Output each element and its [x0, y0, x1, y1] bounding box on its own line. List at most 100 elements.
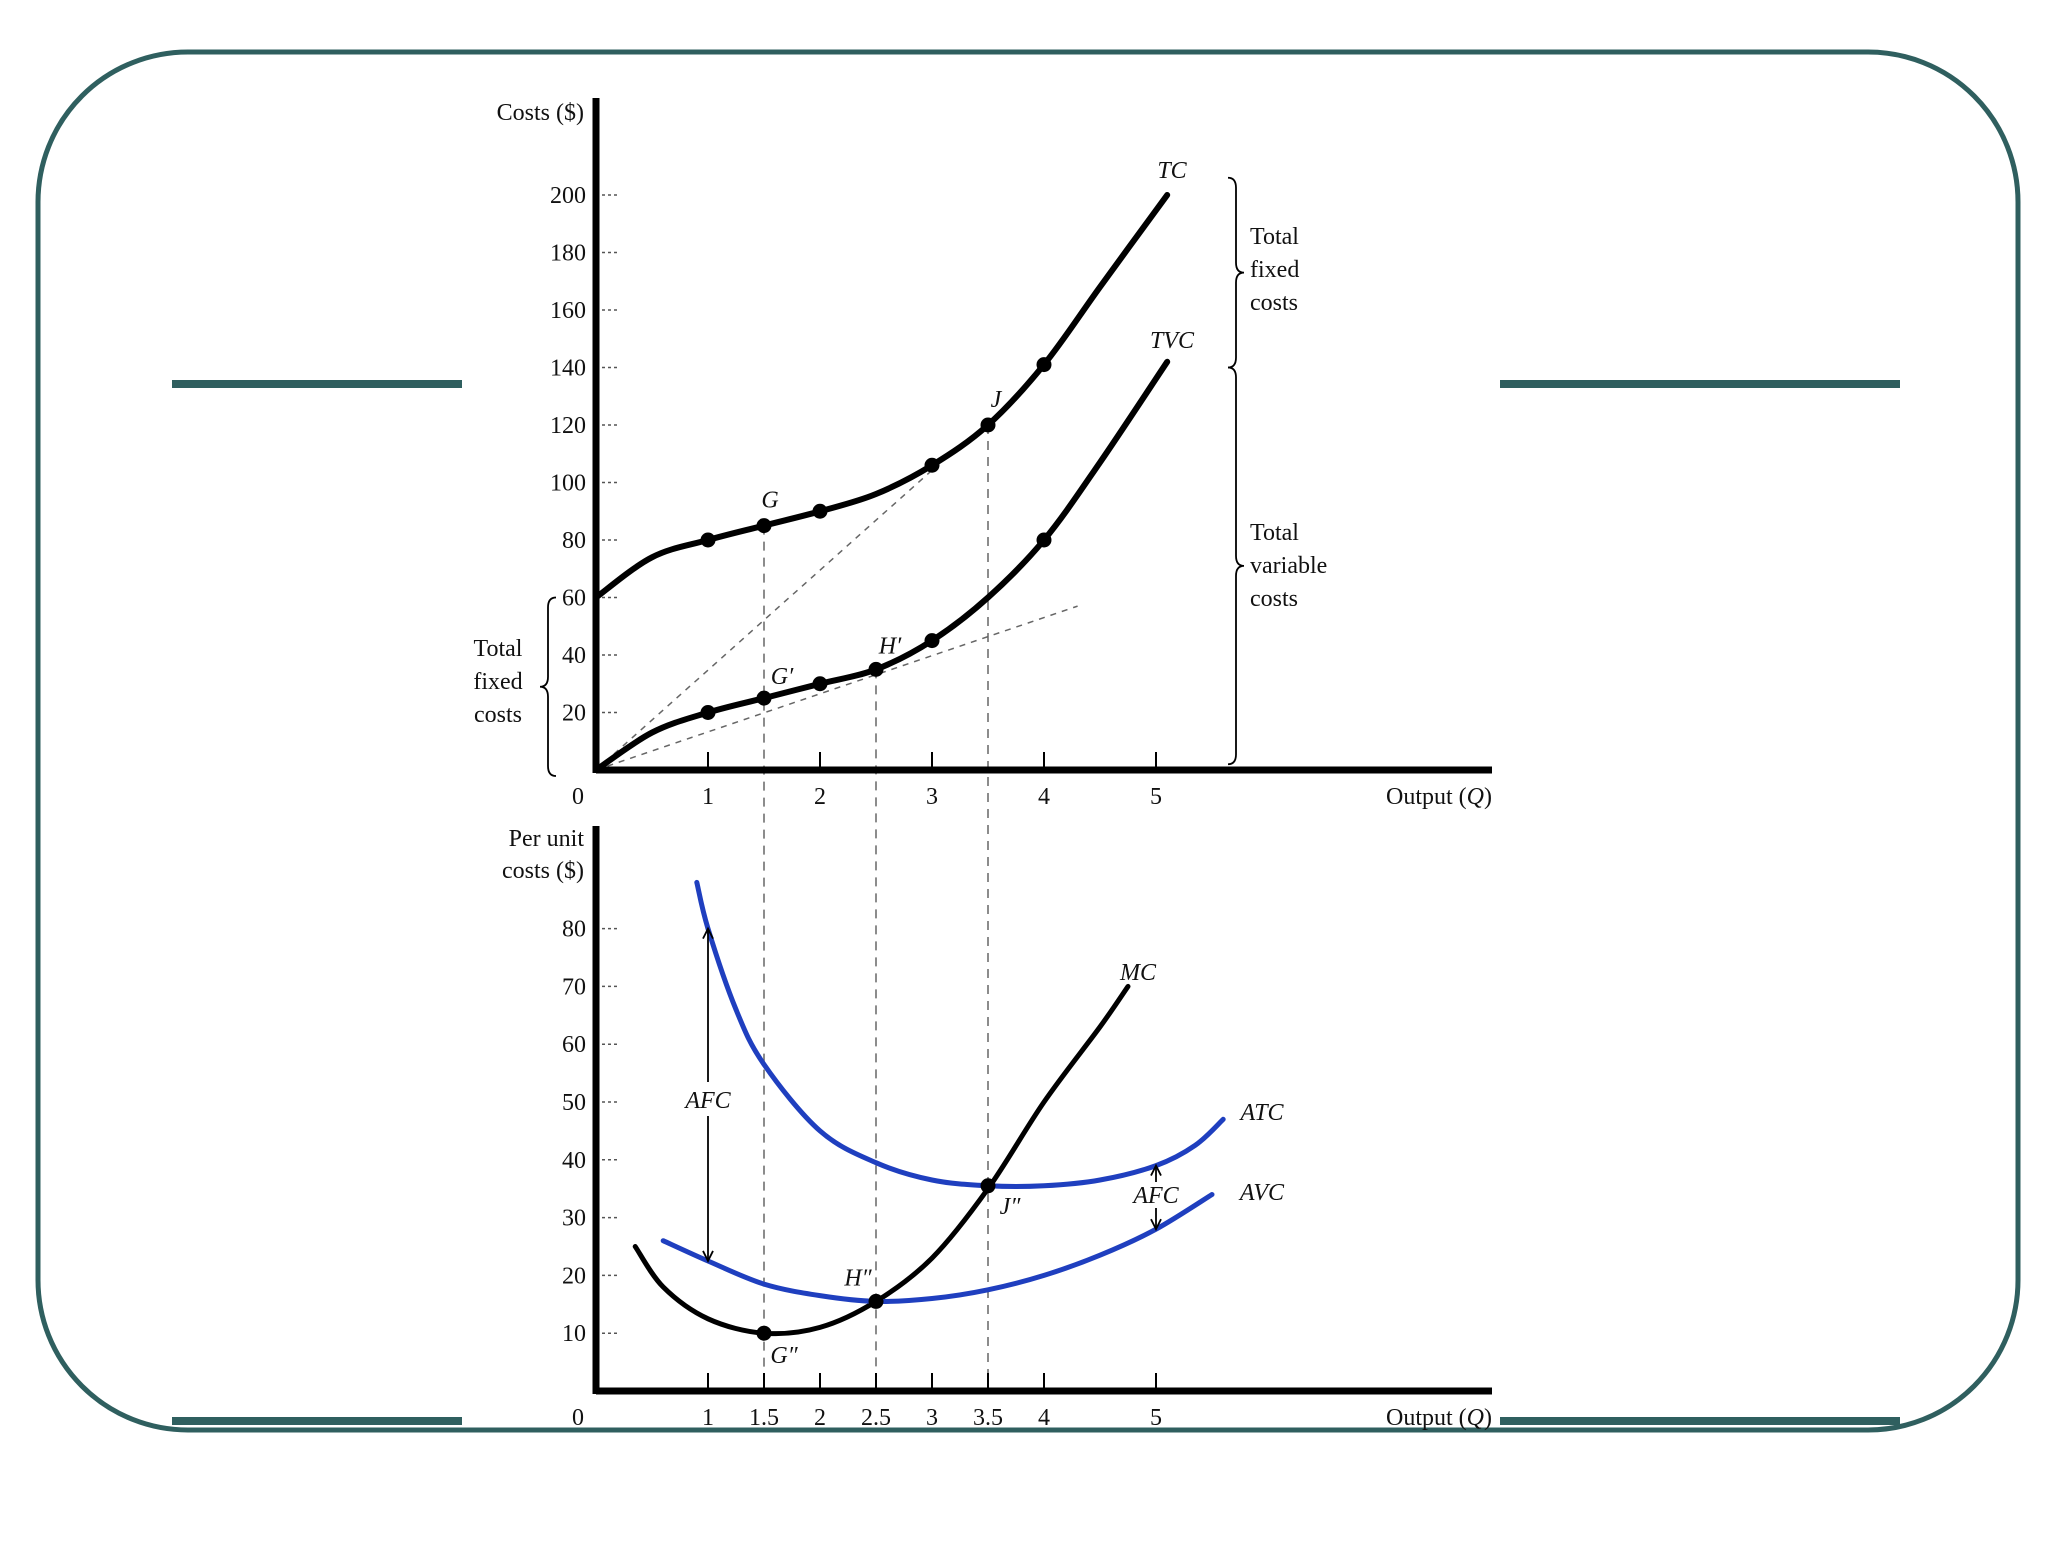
right-top-bracket-label: Total: [1250, 224, 1299, 250]
point-label: J″: [1000, 1194, 1022, 1220]
y-tick-label: 200: [550, 183, 586, 209]
series-lines: [593, 192, 1171, 773]
point-label: H′: [878, 633, 902, 659]
right-top-bracket-label: costs: [1250, 290, 1298, 316]
y-axis-label-line2: costs ($): [502, 858, 584, 884]
x-tick-label: 4: [1038, 784, 1050, 810]
data-point: [756, 518, 772, 534]
labels: 1 2 3 4 5 20 40 60 80 100 120 140 160 180 200 TC TVC G J G′…: [473, 158, 1327, 810]
x-tick-label: 3.5: [973, 1405, 1003, 1431]
right-bottom-bracket-label: Total: [1250, 520, 1299, 546]
series-points: [700, 357, 1052, 720]
y-axis-label: Costs ($): [497, 100, 584, 126]
y-axis-label-line1: Per unit: [509, 826, 585, 852]
total-cost-chart: 1 2 3 4 520406080100120140160180200TCTVCGJG′…: [473, 98, 1492, 1391]
data-point: [812, 503, 828, 519]
brackets: [539, 176, 1245, 777]
guide-lines: [763, 425, 989, 1391]
y-tick-label: 100: [550, 471, 586, 497]
y-tick-label: 60: [562, 1032, 586, 1058]
y-tick-label: 20: [562, 1263, 586, 1289]
data-point: [980, 1178, 996, 1194]
origin-label: 0: [572, 1405, 584, 1431]
series-tc-line: [593, 192, 1171, 601]
x-tick-label: 1: [702, 1405, 714, 1431]
data-point: [1036, 532, 1052, 548]
series-points: [756, 1178, 996, 1341]
series-avc-line: [660, 1192, 1215, 1304]
point-label: G: [761, 488, 778, 514]
data-point: [980, 417, 996, 433]
series-label-avc: AVC: [1238, 1180, 1285, 1206]
label-backdrop: [678, 1082, 738, 1116]
x-tick-label: 5: [1150, 1405, 1162, 1431]
x-axis-label: Output (Q): [1386, 784, 1492, 810]
right-bottom-bracket-label: costs: [1250, 586, 1298, 612]
ray-lines: [595, 464, 1078, 771]
arrow-head: [702, 1250, 714, 1263]
arrow-head: [702, 926, 714, 940]
origin-label: 0: [572, 784, 584, 810]
data-point: [756, 690, 772, 706]
series-label-tvc: TVC: [1150, 328, 1195, 354]
point-label: J: [991, 387, 1003, 413]
series-label-tc: TC: [1157, 158, 1187, 184]
per-unit-cost-chart: 1 1.5 2 2.5 3 3.5 4 5 10 20 30 40 50 60 70 80 MC ATC AVC AF…: [502, 826, 1492, 1431]
ray-line: [595, 464, 939, 771]
left-bracket: [539, 596, 557, 777]
series-tvc-line: [593, 358, 1171, 773]
right-top-bracket-label: fixed: [1250, 257, 1299, 283]
right-bottom-bracket: [1227, 366, 1245, 766]
tick-marks: [596, 194, 1157, 770]
data-point: [924, 633, 940, 649]
data-point: [868, 661, 884, 677]
y-tick-label: 10: [562, 1321, 586, 1347]
right-bottom-bracket-label: variable: [1250, 553, 1327, 579]
x-tick-label: 1: [702, 784, 714, 810]
left-bracket-label: costs: [474, 702, 522, 728]
x-tick-label: 2: [814, 784, 826, 810]
x-tick-label: 5: [1150, 784, 1162, 810]
series-label-mc: MC: [1119, 960, 1157, 986]
data-point: [868, 1293, 884, 1309]
arrow-head: [1150, 1218, 1162, 1232]
y-tick-label: 40: [562, 1148, 586, 1174]
series-atc-line: [694, 879, 1226, 1190]
y-tick-label: 40: [562, 643, 586, 669]
x-axis-label: Output (Q): [1386, 1405, 1492, 1431]
y-tick-label: 180: [550, 241, 586, 267]
point-label: G″: [770, 1343, 798, 1369]
series-mc-line: [632, 983, 1131, 1337]
data-point: [700, 532, 716, 548]
data-point: [700, 705, 716, 720]
x-tick-label: 3: [926, 1405, 938, 1431]
afc-label: AFC: [1131, 1183, 1179, 1209]
point-label: H″: [843, 1265, 872, 1291]
x-tick-label: 4: [1038, 1405, 1050, 1431]
annotations: [678, 926, 1183, 1263]
x-tick-label: 1.5: [749, 1405, 779, 1431]
data-point: [924, 457, 940, 473]
slide-frame: [35, 49, 2021, 1433]
y-tick-label: 30: [562, 1206, 586, 1232]
labels: 1 1.5 2 2.5 3 3.5 4 5 10 20 30 40 50 60 70 80 MC ATC AVC AF…: [562, 917, 1285, 1431]
y-tick-label: 140: [550, 356, 586, 382]
y-tick-label: 80: [562, 917, 586, 943]
data-point: [812, 676, 828, 692]
label-backdrop: [1129, 1182, 1183, 1208]
y-tick-label: 20: [562, 701, 586, 727]
y-tick-label: 160: [550, 298, 586, 324]
data-point: [1036, 357, 1052, 373]
arrow-head: [1150, 1163, 1162, 1176]
y-tick-label: 50: [562, 1090, 586, 1116]
data-point: [756, 1325, 772, 1341]
afc-label: AFC: [683, 1088, 731, 1114]
right-top-bracket: [1227, 176, 1245, 369]
point-label: G′: [771, 664, 794, 690]
x-tick-label: 2: [814, 1405, 826, 1431]
left-bracket-label: fixed: [473, 669, 522, 695]
left-bracket-label: Total: [474, 636, 523, 662]
ray-line: [595, 605, 1078, 771]
